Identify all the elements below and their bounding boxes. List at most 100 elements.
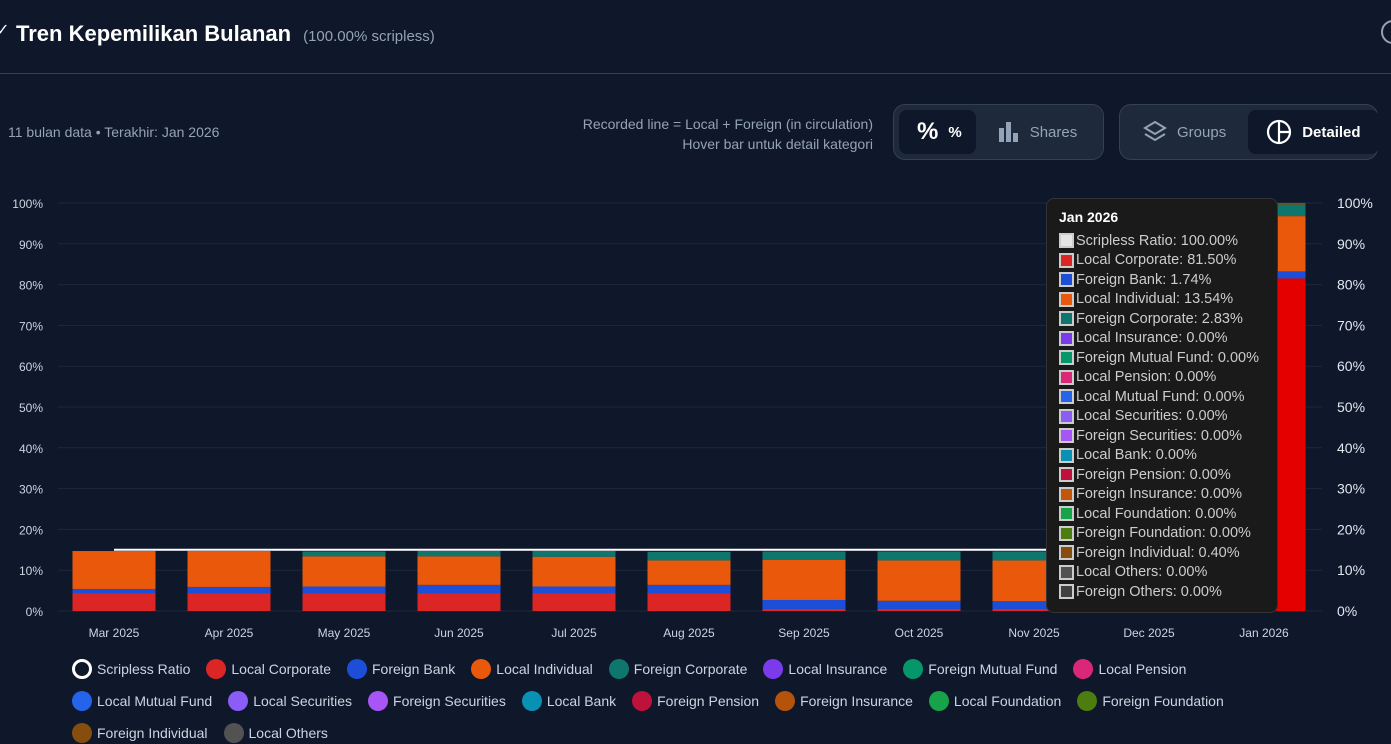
bar-segment-foreign-bank[interactable] bbox=[417, 584, 501, 594]
chevron-icon[interactable]: ✓ bbox=[0, 22, 10, 39]
tooltip-row-text: Local Others: 0.00% bbox=[1076, 564, 1208, 581]
percent-button[interactable]: % % bbox=[899, 110, 976, 154]
legend-item[interactable]: Foreign Pension bbox=[632, 690, 759, 712]
detailed-label: Detailed bbox=[1302, 123, 1361, 141]
swatch-icon bbox=[1059, 272, 1074, 288]
bar-segment-local-corporate[interactable] bbox=[532, 593, 616, 611]
tooltip-row-text: Foreign Pension: 0.00% bbox=[1076, 466, 1231, 483]
bar-segment-foreign-bank[interactable] bbox=[877, 600, 961, 609]
x-tick-label: Jan 2026 bbox=[1239, 626, 1289, 640]
bar-segment-local-corporate[interactable] bbox=[647, 593, 731, 611]
legend-dot-icon bbox=[763, 659, 784, 679]
legend-item[interactable]: Local Foundation bbox=[928, 690, 1061, 712]
swatch-icon bbox=[1059, 584, 1074, 600]
tooltip-row-text: Local Corporate: 81.50% bbox=[1076, 252, 1237, 269]
y-tick-left: 0% bbox=[26, 605, 44, 619]
bar-segment-foreign-corporate[interactable] bbox=[417, 551, 501, 557]
bar-segment-local-individual[interactable] bbox=[72, 551, 156, 589]
bar-segment-local-corporate[interactable] bbox=[72, 593, 156, 611]
bar-segment-local-corporate[interactable] bbox=[302, 593, 386, 611]
bar-segment-foreign-corporate[interactable] bbox=[302, 551, 386, 557]
legend-item[interactable]: Foreign Foundation bbox=[1077, 690, 1224, 712]
legend-item[interactable]: Local Pension bbox=[1073, 658, 1186, 680]
bar-segment-local-individual[interactable] bbox=[302, 556, 386, 587]
bar-segment-local-corporate[interactable] bbox=[187, 593, 271, 611]
bar-segment-foreign-corporate[interactable] bbox=[877, 551, 961, 561]
tooltip-row-text: Local Bank: 0.00% bbox=[1076, 447, 1197, 464]
tooltip-row-text: Foreign Mutual Fund: 0.00% bbox=[1076, 349, 1259, 366]
chart-note: Recorded line = Local + Foreign (in circ… bbox=[583, 114, 873, 154]
legend-item[interactable]: Local Individual bbox=[471, 658, 593, 680]
legend-label: Local Bank bbox=[546, 693, 617, 709]
y-tick-left: 50% bbox=[19, 401, 43, 415]
legend-label: Scripless Ratio bbox=[97, 661, 191, 677]
legend-item[interactable]: Foreign Securities bbox=[368, 690, 506, 712]
bar-segment-foreign-corporate[interactable] bbox=[992, 551, 1076, 561]
bar-segment-foreign-bank[interactable] bbox=[647, 584, 731, 594]
legend-label: Local Corporate bbox=[231, 661, 331, 677]
y-tick-right: 40% bbox=[1337, 440, 1365, 456]
bar-segment-foreign-corporate[interactable] bbox=[762, 551, 846, 560]
bar-segment-foreign-bank[interactable] bbox=[992, 601, 1076, 609]
bar-segment-local-corporate[interactable] bbox=[992, 608, 1076, 611]
tooltip-row-text: Foreign Insurance: 0.00% bbox=[1076, 486, 1243, 503]
swatch-icon bbox=[1059, 330, 1074, 346]
tooltip-row: Foreign Securities: 0.00% bbox=[1059, 426, 1265, 446]
groups-label: Groups bbox=[1177, 123, 1227, 141]
bar-segment-foreign-bank[interactable] bbox=[302, 586, 386, 594]
bar-segment-local-individual[interactable] bbox=[762, 560, 846, 600]
scripless-subtitle: (100.00% scripless) bbox=[303, 28, 435, 45]
bar-segment-local-individual[interactable] bbox=[877, 560, 961, 601]
detailed-button[interactable]: Detailed bbox=[1248, 110, 1379, 154]
bar-segment-local-individual[interactable] bbox=[647, 560, 731, 585]
bar-segment-foreign-bank[interactable] bbox=[762, 599, 846, 609]
bar-segment-local-individual[interactable] bbox=[187, 551, 271, 587]
view-toggle: Groups Detailed bbox=[1119, 104, 1379, 160]
tooltip-row-text: Foreign Foundation: 0.00% bbox=[1076, 525, 1251, 542]
legend-item[interactable]: Foreign Mutual Fund bbox=[903, 658, 1057, 680]
bar-segment-foreign-bank[interactable] bbox=[72, 588, 156, 594]
legend-dot-icon bbox=[368, 691, 389, 711]
legend-item[interactable]: Local Others bbox=[223, 722, 328, 744]
legend-item[interactable]: Foreign Individual bbox=[72, 722, 208, 744]
x-tick-label: Apr 2025 bbox=[205, 626, 254, 640]
swatch-icon bbox=[1059, 389, 1074, 405]
legend-label: Foreign Pension bbox=[657, 693, 760, 709]
legend-dot-icon bbox=[471, 659, 492, 679]
legend-item[interactable]: Local Insurance bbox=[763, 658, 887, 680]
x-tick-label: Nov 2025 bbox=[1008, 626, 1060, 640]
title-row: Tren Kepemilikan Bulanan (100.00% scripl… bbox=[16, 21, 435, 47]
bar-segment-foreign-bank[interactable] bbox=[532, 586, 616, 594]
note-line-1: Recorded line = Local + Foreign (in circ… bbox=[582, 116, 873, 132]
legend-item[interactable]: Local Mutual Fund bbox=[72, 690, 212, 712]
legend-dot-icon bbox=[608, 659, 629, 679]
legend-item[interactable]: Foreign Insurance bbox=[775, 690, 913, 712]
swatch-icon bbox=[1059, 564, 1074, 580]
legend-item[interactable]: Foreign Corporate bbox=[608, 658, 748, 680]
bar-segment-local-individual[interactable] bbox=[532, 556, 616, 587]
shares-button[interactable]: Shares bbox=[980, 110, 1096, 154]
legend-item[interactable]: Scripless Ratio bbox=[72, 658, 190, 680]
bar-segment-local-corporate[interactable] bbox=[762, 608, 846, 611]
legend-label: Foreign Corporate bbox=[633, 661, 748, 677]
bar-segment-local-corporate[interactable] bbox=[877, 608, 961, 611]
legend-dot-icon bbox=[72, 659, 92, 679]
bar-segment-foreign-corporate[interactable] bbox=[647, 551, 731, 561]
bar-segment-local-corporate[interactable] bbox=[417, 593, 501, 611]
groups-button[interactable]: Groups bbox=[1125, 110, 1244, 154]
tooltip-row-text: Local Individual: 13.54% bbox=[1076, 291, 1234, 308]
legend-item[interactable]: Foreign Bank bbox=[347, 658, 455, 680]
tooltip-row-text: Foreign Bank: 1.74% bbox=[1076, 271, 1212, 288]
bar-segment-foreign-bank[interactable] bbox=[187, 586, 271, 594]
legend-item[interactable]: Local Corporate bbox=[206, 658, 331, 680]
y-tick-left: 40% bbox=[19, 442, 43, 456]
tooltip-row-text: Local Foundation: 0.00% bbox=[1076, 505, 1237, 522]
legend-dot-icon bbox=[928, 691, 949, 711]
swatch-icon bbox=[1059, 252, 1074, 268]
y-tick-left: 60% bbox=[19, 360, 43, 374]
legend-item[interactable]: Local Bank bbox=[521, 690, 617, 712]
bar-segment-local-individual[interactable] bbox=[417, 556, 501, 585]
legend-item[interactable]: Local Securities bbox=[228, 690, 352, 712]
x-tick-label: Jul 2025 bbox=[551, 626, 597, 640]
bar-segment-foreign-corporate[interactable] bbox=[532, 551, 616, 557]
